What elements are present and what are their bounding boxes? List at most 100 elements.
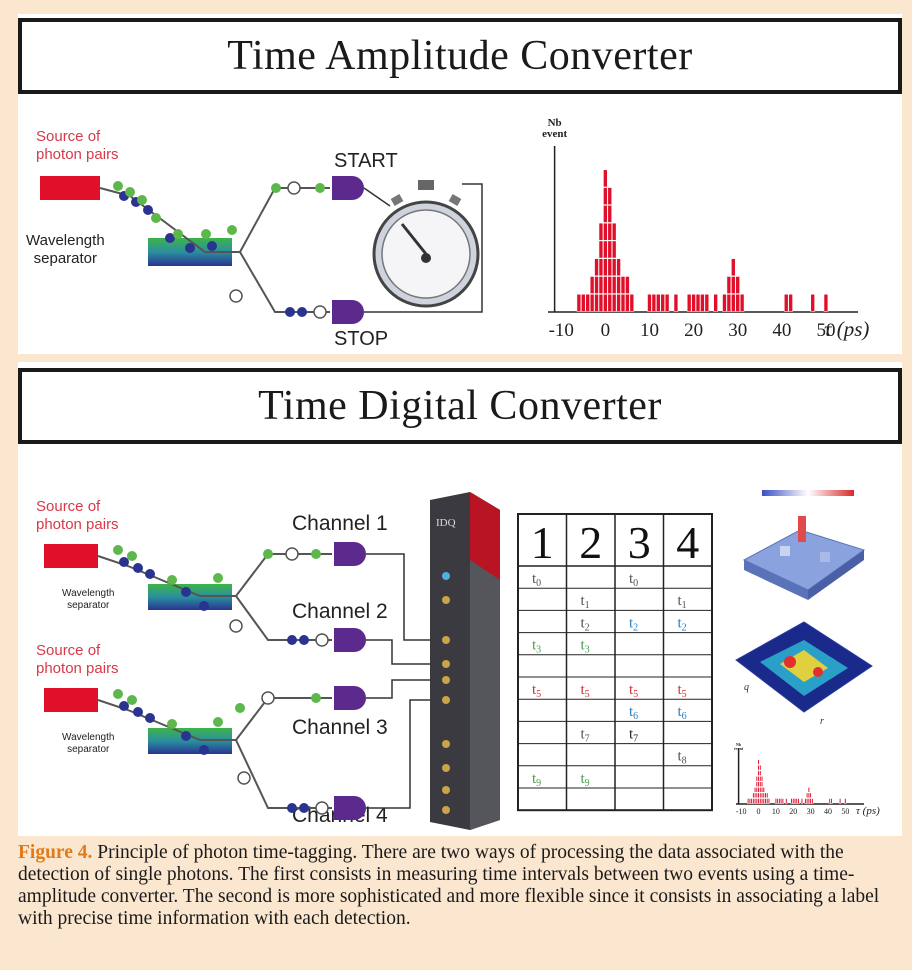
channel-2-detector-icon [334,628,366,652]
histogram-bar [755,798,758,804]
tdc-sep-b-line1: Wavelength [62,732,115,743]
histogram-bar [757,798,760,804]
tdc-source-b-line2: photon pairs [36,660,119,677]
histogram-bar [739,293,745,312]
tac-source-line2: photon pairs [36,146,119,163]
histogram-bar [603,258,608,277]
histogram-bar [620,293,626,312]
histogram-bar [755,792,758,799]
tdc-separator-label-b: Wavelength separator [62,732,114,756]
x-tick-label: 20 [684,320,703,341]
tdc-sep-a-line1: Wavelength [62,588,115,599]
x-tick-label: 0 [757,807,761,816]
channel-4-detector-icon [334,796,366,820]
histogram-bar [767,798,771,804]
histogram-bar [607,293,613,312]
table-cell: t7 [581,726,590,744]
histogram-bar [607,205,613,223]
histogram-bar [759,775,762,782]
histogram-bar [735,293,740,312]
tac-separator-label: Wavelength separator [26,232,105,268]
x-axis-label: τ (ps) [824,317,869,341]
photon-dots-b [113,689,329,815]
histogram-bar [823,293,829,312]
histogram-bar [828,798,831,804]
histogram-bar [783,293,789,312]
histogram-bar [625,293,630,312]
histogram-bar [589,276,595,294]
histogram-bar [594,258,599,277]
table-cell: t2 [581,615,590,633]
table-cell: t3 [532,638,541,656]
x-tick-label: 30 [728,320,747,341]
histogram-bar [611,293,617,312]
histogram-bar [603,169,608,188]
histogram-bar [629,293,635,312]
histogram-bar [793,798,797,804]
x-tick-label: 30 [807,807,815,816]
histogram-bar [760,792,764,799]
y-axis-label: event [734,746,744,751]
table-cell: t9 [581,771,590,789]
histogram-bar [760,798,764,804]
histogram-bar [800,798,804,804]
histogram-bar [781,798,784,804]
table-cell: t0 [629,571,638,589]
histogram-bar [603,222,608,241]
histogram-bar [806,798,809,804]
table-cell: t6 [629,704,638,722]
x-tick-label: 40 [824,807,832,816]
tdc-source-b-line1: Source of [36,642,101,659]
histogram-bar [611,222,617,241]
tac-separator-line1: Wavelength [26,232,105,249]
x-tick-label: 50 [841,807,849,816]
histogram-bar [757,759,760,765]
correlation-3d-plot-2: q r [726,612,886,732]
histogram-bar [598,240,604,259]
y-axis-label: Nb [548,117,562,129]
histogram-bar [603,205,608,223]
histogram-bar [589,293,595,312]
histogram-bar [760,787,764,793]
table-cell: t8 [678,749,687,767]
histogram-bar [760,775,764,782]
x-tick-label: -10 [549,320,574,341]
histogram-bar [585,293,590,312]
channel-3-detector-icon [334,686,366,710]
tdc-device-icon: IDQ [430,492,500,830]
table-cell: t9 [532,771,541,789]
histogram-bar [807,792,810,799]
histogram-bar [722,293,727,312]
histogram-bar [620,276,626,294]
histogram-bar [764,798,767,804]
histogram-bar [691,293,696,312]
histogram-bar [806,792,809,799]
x-tick-label: 10 [640,320,659,341]
histogram-bar [807,798,810,804]
table-cell: t1 [581,593,590,611]
x-tick-label: 0 [601,320,611,341]
histogram-bar [616,276,621,294]
histogram-bar [778,798,781,804]
table-header: 1 [531,517,554,568]
histogram-bar [780,798,783,804]
histogram-bar [792,798,795,804]
table-cell: t6 [678,704,687,722]
histogram-bar [762,798,765,804]
caption-label: Figure 4. [18,842,93,863]
histogram-bar [660,293,665,312]
histogram-bar [731,293,736,312]
photon-source-a-icon [44,544,98,568]
tdc-sep-b-line2: separator [67,744,110,755]
table-cell: t5 [532,682,541,700]
histogram-bar [759,764,762,771]
tdc-source-a-line2: photon pairs [36,516,119,533]
histogram-bar [809,798,812,804]
table-cell: t7 [629,726,638,744]
histogram-bar [776,798,779,804]
x-axis-label: τ (ps) [856,805,880,817]
histogram-bar [754,787,757,793]
histogram-bar [762,792,765,799]
histogram-bar [673,293,679,312]
